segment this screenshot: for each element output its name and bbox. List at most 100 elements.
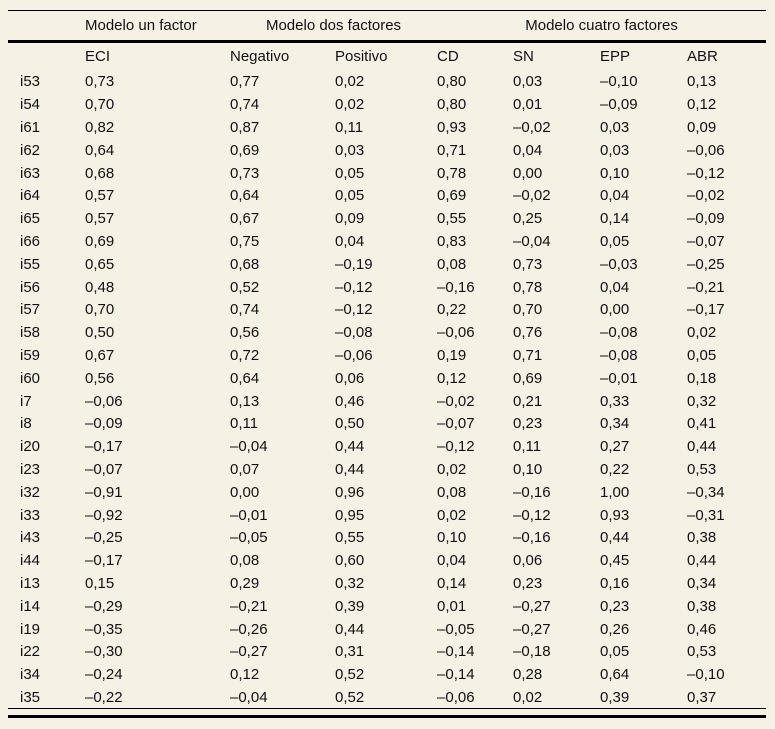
loading-value-cell: 0,78 [513, 278, 543, 296]
loading-value-cell: –0,17 [687, 301, 725, 319]
row-item-label: i59 [20, 346, 41, 364]
row-item-label: i43 [20, 529, 41, 547]
loading-value-cell: 0,21 [513, 392, 543, 410]
loading-value-cell: –0,07 [687, 232, 725, 250]
loading-value-cell: 0,76 [513, 324, 543, 342]
loading-value-cell: 0,44 [687, 438, 717, 456]
loading-value-cell: 0,73 [230, 164, 260, 182]
loading-value-cell: 0,55 [437, 210, 467, 228]
loading-value-cell: –0,25 [85, 529, 123, 547]
loading-value-cell: –0,92 [85, 506, 123, 524]
loading-value-cell: 0,64 [600, 666, 630, 684]
loading-value-cell: 0,73 [513, 255, 543, 273]
loading-value-cell: –0,18 [513, 643, 551, 661]
loading-value-cell: 0,25 [513, 210, 543, 228]
loading-value-cell: 1,00 [600, 483, 630, 501]
loading-value-cell: 0,70 [85, 96, 115, 114]
loading-value-cell: 0,82 [85, 118, 115, 136]
loading-value-cell: 0,74 [230, 96, 260, 114]
table-row: i54 0,70 0,74 0,02 0,80 0,01 –0,09 0,12 [8, 93, 766, 116]
table-row: i35 –0,22 –0,04 0,52 –0,06 0,02 0,39 0,37 [8, 686, 766, 709]
table-row: i43 –0,25 –0,05 0,55 0,10 –0,16 0,44 0,38 [8, 526, 766, 549]
loading-value-cell: 0,37 [687, 688, 717, 706]
row-item-label: i65 [20, 210, 41, 228]
row-item-label: i22 [20, 643, 41, 661]
table-row: i62 0,64 0,69 0,03 0,71 0,04 0,03 –0,06 [8, 139, 766, 162]
loading-value-cell: –0,19 [335, 255, 373, 273]
group-header-four-factors: Modelo cuatro factores [437, 10, 767, 43]
loading-value-cell: –0,09 [687, 210, 725, 228]
loading-value-cell: 0,96 [335, 483, 365, 501]
table-row: i13 0,15 0,29 0,32 0,14 0,23 0,16 0,34 [8, 572, 766, 595]
loading-value-cell: –0,02 [513, 118, 551, 136]
loading-value-cell: –0,30 [85, 643, 123, 661]
loading-value-cell: 0,22 [600, 460, 630, 478]
loading-value-cell: –0,12 [437, 438, 475, 456]
row-item-label: i66 [20, 232, 41, 250]
loading-value-cell: 0,11 [513, 438, 542, 456]
loading-value-cell: 0,08 [437, 483, 467, 501]
loading-value-cell: 0,75 [230, 232, 260, 250]
loading-value-cell: 0,46 [687, 620, 717, 638]
model-group-header-row: Modelo un factor Modelo dos factores Mod… [8, 10, 767, 43]
loading-value-cell: 0,87 [230, 118, 260, 136]
loading-value-cell: –0,27 [513, 620, 551, 638]
loading-value-cell: 0,01 [437, 597, 467, 615]
loading-value-cell: 0,08 [437, 255, 467, 273]
loading-value-cell: 0,23 [600, 597, 630, 615]
loading-value-cell: 0,71 [437, 141, 467, 159]
loading-value-cell: –0,04 [230, 438, 268, 456]
loading-value-cell: 0,64 [230, 187, 260, 205]
loading-value-cell: –0,24 [85, 666, 123, 684]
loading-value-cell: 0,39 [335, 597, 365, 615]
loading-value-cell: –0,21 [687, 278, 725, 296]
table-row: i7 –0,06 0,13 0,46 –0,02 0,21 0,33 0,32 [8, 390, 766, 413]
row-item-label: i20 [20, 438, 41, 456]
loading-value-cell: 0,64 [85, 141, 115, 159]
loading-value-cell: 0,04 [600, 278, 630, 296]
table-row: i56 0,48 0,52 –0,12 –0,16 0,78 0,04 –0,21 [8, 276, 766, 299]
factor-loadings-table: Modelo un factor Modelo dos factores Mod… [8, 10, 767, 710]
loading-value-cell: 0,55 [335, 529, 365, 547]
loading-value-cell: –0,17 [85, 552, 123, 570]
loading-value-cell: –0,07 [85, 460, 123, 478]
loading-value-cell: 0,45 [600, 552, 630, 570]
loading-value-cell: 0,34 [687, 574, 717, 592]
loading-value-cell: 0,64 [230, 369, 260, 387]
loading-value-cell: 0,80 [437, 96, 467, 114]
table-row: i55 0,65 0,68 –0,19 0,08 0,73 –0,03 –0,25 [8, 253, 766, 276]
loading-value-cell: –0,10 [687, 666, 725, 684]
loading-value-cell: –0,01 [600, 369, 638, 387]
loading-value-cell: 0,05 [600, 643, 630, 661]
loading-value-cell: 0,95 [335, 506, 365, 524]
loading-value-cell: 0,18 [687, 369, 717, 387]
row-item-label: i7 [20, 392, 32, 410]
factor-loadings-table-container: Modelo un factor Modelo dos factores Mod… [8, 10, 767, 719]
loading-value-cell: 0,68 [85, 164, 115, 182]
loading-value-cell: –0,02 [513, 187, 551, 205]
loading-value-cell: –0,05 [437, 620, 475, 638]
loading-value-cell: 0,70 [85, 301, 115, 319]
row-item-label: i23 [20, 460, 41, 478]
column-header-epp: EPP [600, 48, 631, 66]
loading-value-cell: –0,06 [437, 324, 475, 342]
loading-value-cell: –0,21 [230, 597, 268, 615]
loading-value-cell: –0,07 [437, 415, 475, 433]
loading-value-cell: 0,04 [513, 141, 543, 159]
loading-value-cell: –0,26 [230, 620, 268, 638]
loading-value-cell: 0,50 [335, 415, 365, 433]
loading-value-cell: 0,56 [230, 324, 260, 342]
loading-value-cell: –0,02 [437, 392, 475, 410]
loading-value-cell: 0,16 [600, 574, 630, 592]
row-item-label: i8 [20, 415, 32, 433]
table-row: i8 –0,09 0,11 0,50 –0,07 0,23 0,34 0,41 [8, 412, 766, 435]
loading-value-cell: 0,12 [437, 369, 467, 387]
loading-value-cell: 0,22 [437, 301, 467, 319]
table-row: i58 0,50 0,56 –0,08 –0,06 0,76 –0,08 0,02 [8, 321, 766, 344]
loading-value-cell: 0,06 [335, 369, 365, 387]
loading-value-cell: 0,50 [85, 324, 115, 342]
row-item-label: i53 [20, 73, 41, 91]
loading-value-cell: 0,15 [85, 574, 115, 592]
loading-value-cell: 0,01 [513, 96, 543, 114]
loading-value-cell: 0,44 [335, 460, 365, 478]
